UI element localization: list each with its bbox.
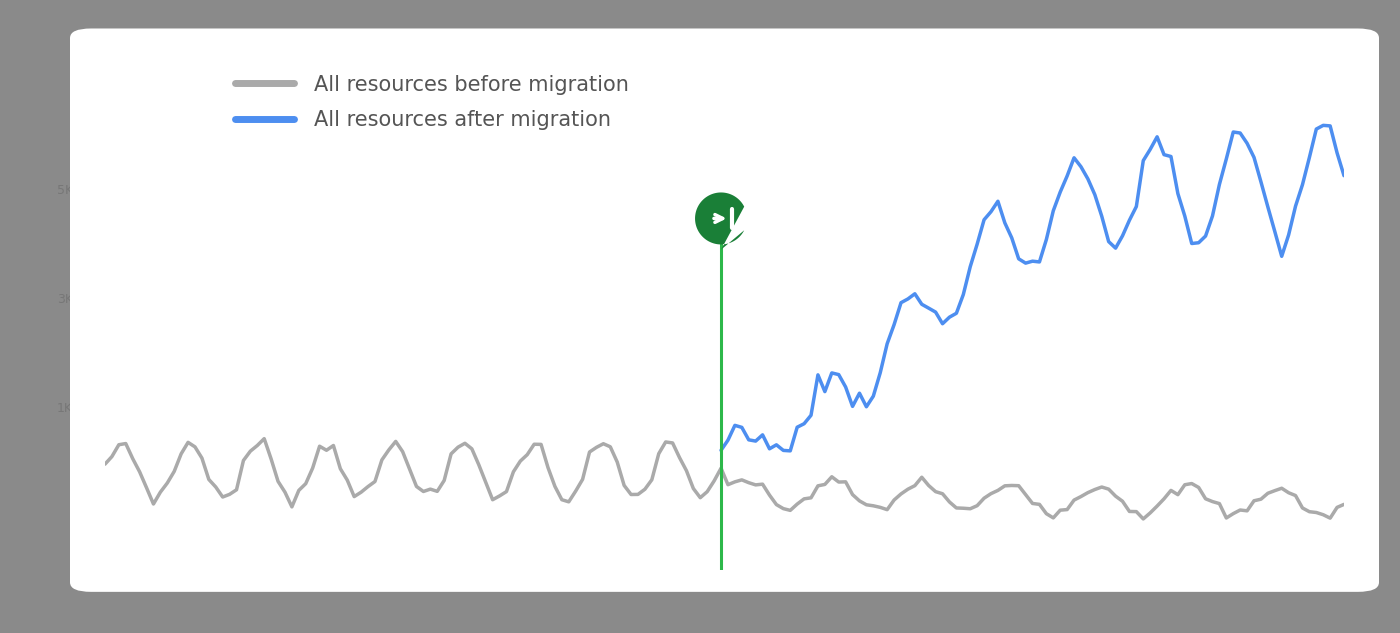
Polygon shape bbox=[694, 192, 745, 249]
Text: 1K: 1K bbox=[57, 402, 73, 415]
Text: 5K: 5K bbox=[56, 184, 73, 197]
Legend: All resources before migration, All resources after migration: All resources before migration, All reso… bbox=[227, 66, 637, 139]
Text: 3K: 3K bbox=[57, 293, 73, 306]
